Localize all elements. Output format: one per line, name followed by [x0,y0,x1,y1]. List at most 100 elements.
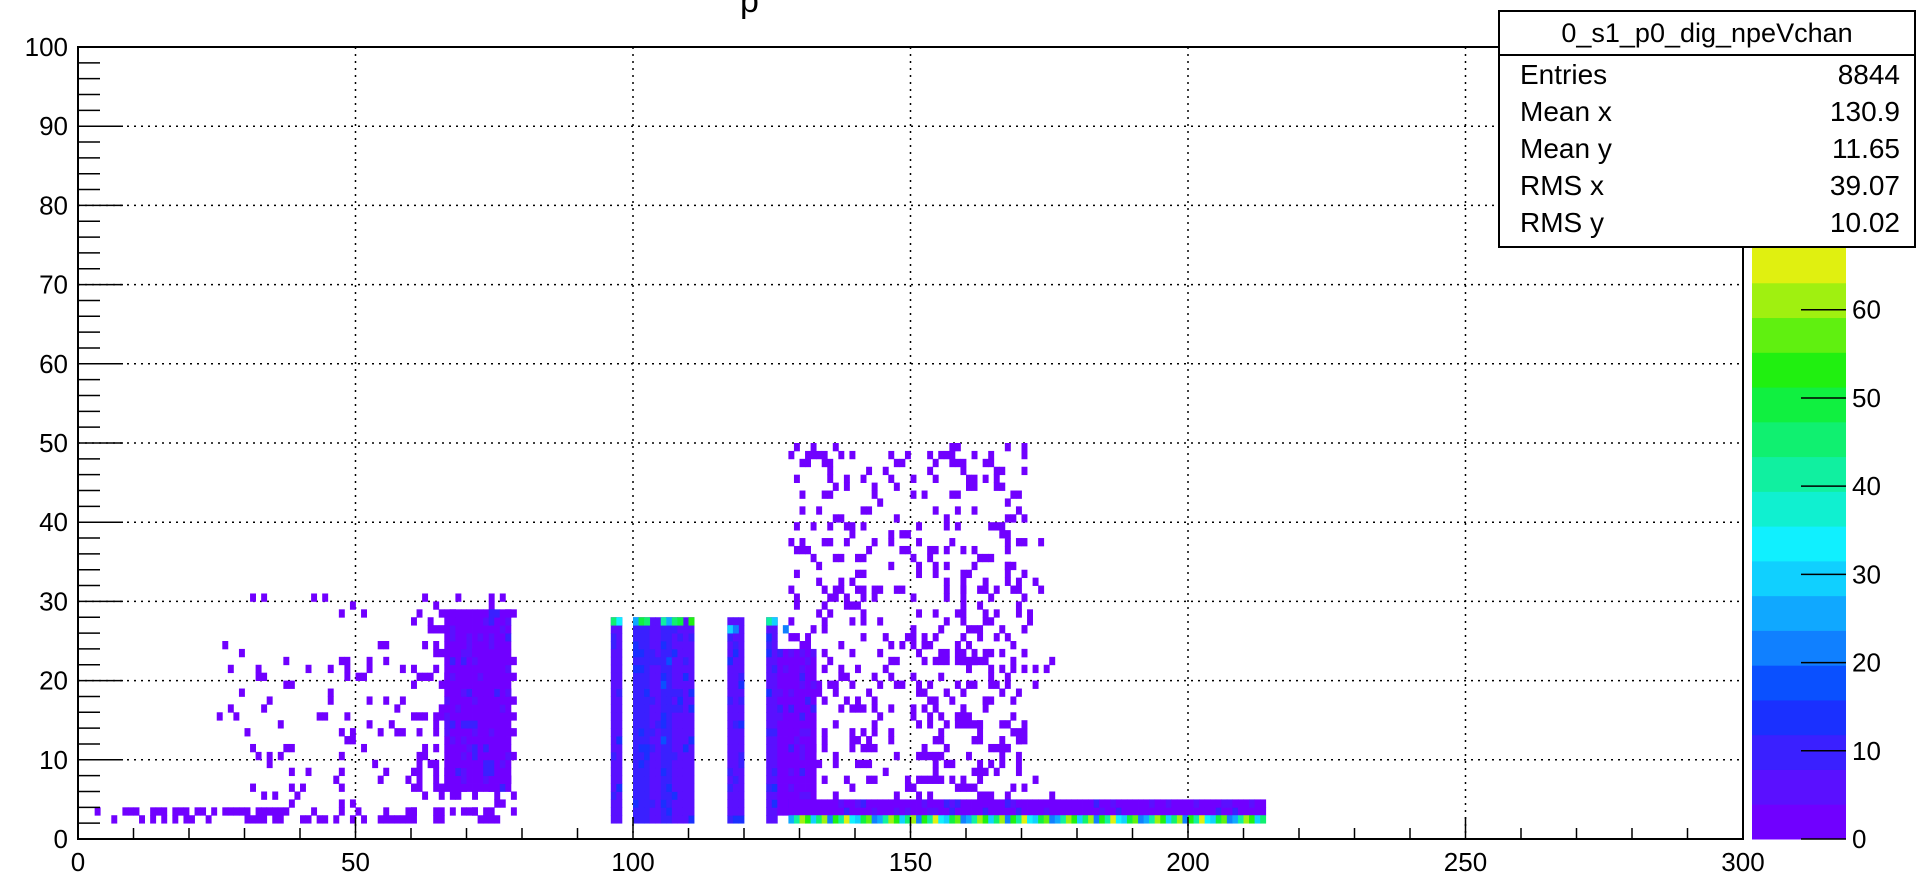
heatmap-bin [288,783,295,792]
heatmap-bin [838,815,845,824]
heatmap-bin [505,720,512,729]
heatmap-bin [1032,577,1039,586]
heatmap-bin [633,688,639,697]
heatmap-bin [649,728,656,737]
heatmap-bin [904,545,911,555]
heatmap-bin [999,522,1006,531]
heatmap-bin [666,712,673,721]
heatmap-bin [344,672,351,681]
heatmap-bin [799,759,806,769]
heatmap-bin [444,720,451,729]
heatmap-bin [455,680,462,689]
heatmap-bin [682,633,689,642]
heatmap-bin [477,680,484,689]
heatmap-bin [799,490,806,499]
heatmap-bin [655,775,662,784]
heatmap-bin [949,696,956,705]
heatmap-bin [666,791,673,800]
heatmap-bin [455,696,462,705]
heatmap-bin [139,815,145,824]
heatmap-bin [821,617,828,626]
heatmap-bin [1038,799,1045,808]
heatmap-bin [966,656,972,666]
heatmap-bin [638,791,645,800]
heatmap-bin [682,815,689,824]
heatmap-bin [327,664,334,674]
heatmap-bin [732,641,739,650]
heatmap-bin [644,688,651,697]
heatmap-bin [688,759,695,769]
y-tick-label: 10 [39,745,68,775]
heatmap-bin [444,688,451,697]
heatmap-bin [855,585,861,594]
heatmap-bin [483,783,490,792]
heatmap-bin [927,680,934,689]
heatmap-bin [338,783,345,792]
heatmap-bin [738,696,745,705]
heatmap-bin [1032,664,1039,674]
heatmap-bin [671,736,678,745]
heatmap-bin [288,743,295,753]
heatmap-bin [644,648,651,658]
heatmap-bin [766,656,773,666]
heatmap-bin [982,767,989,777]
heatmap-bin [727,688,734,697]
heatmap-bin [943,450,950,460]
heatmap-bin [638,664,645,674]
heatmap-bin [638,656,645,666]
heatmap-bin [738,680,745,689]
heatmap-bin [688,680,695,689]
heatmap-bin [827,807,834,816]
heatmap-bin [799,664,806,674]
heatmap-bin [782,751,789,761]
heatmap-bin [777,672,784,681]
heatmap-bin [677,625,684,634]
heatmap-bin [1088,807,1095,816]
heatmap-bin [843,482,850,491]
heatmap-bin [1038,538,1045,547]
heatmap-bin [799,767,806,777]
heatmap-bin [1010,656,1017,666]
heatmap-bin [472,728,478,737]
heatmap-bin [633,728,639,737]
heatmap-bin [960,569,967,579]
heatmap-bin [405,815,412,824]
heatmap-bin [899,545,906,555]
heatmap-bin [782,704,789,713]
heatmap-bin [788,696,795,705]
heatmap-bin [793,704,800,713]
heatmap-bin [943,799,950,808]
heatmap-bin [449,759,456,769]
heatmap-bin [649,641,656,650]
heatmap-bin [849,617,856,626]
heatmap-bin [660,688,667,697]
heatmap-bin [766,696,773,705]
heatmap-bin [1004,530,1011,539]
heatmap-bin [466,656,473,666]
x-tick-label: 300 [1721,847,1764,876]
heatmap-bin [738,688,745,697]
heatmap-bin [177,807,184,816]
heatmap-bin [999,688,1006,697]
heatmap-bin [943,720,950,729]
heatmap-bin [993,743,1000,753]
heatmap-bin [938,648,945,658]
heatmap-bin [660,767,667,777]
heatmap-bin [444,743,451,753]
heatmap-bin [771,767,778,777]
heatmap-bin [361,672,367,681]
heatmap-bin [982,807,989,816]
heatmap-bin [610,783,617,792]
heatmap-bin [466,736,473,745]
heatmap-bin [688,791,695,800]
heatmap-bin [877,807,884,816]
heatmap-bin [1049,807,1056,816]
heatmap-bin [921,751,928,761]
heatmap-bin [238,688,245,697]
heatmap-bin [666,617,673,626]
heatmap-bin [727,743,734,753]
heatmap-bin [644,712,651,721]
heatmap-bin [1015,728,1022,737]
heatmap-bin [860,522,867,531]
heatmap-bin [638,783,645,792]
